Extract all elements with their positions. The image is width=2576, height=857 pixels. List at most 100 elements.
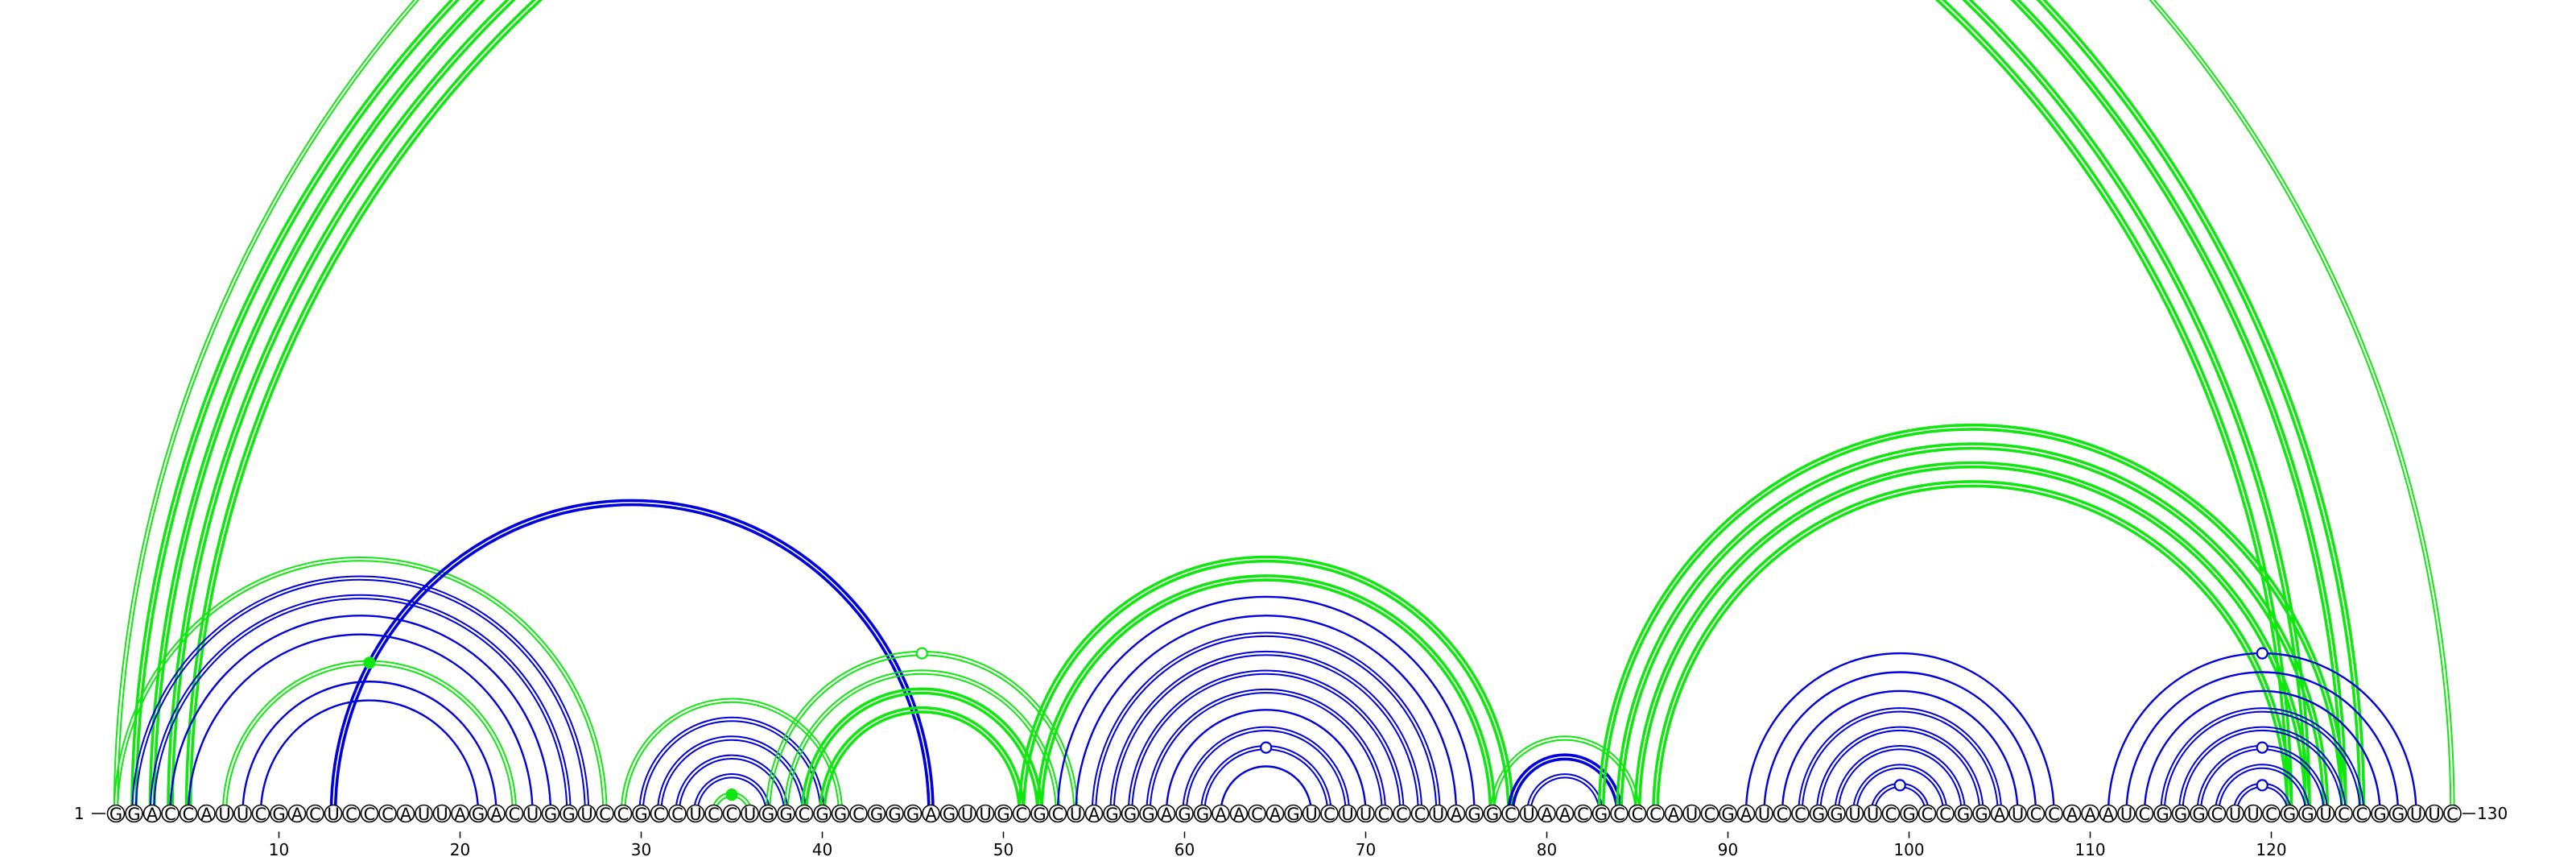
nucleotide-circle	[1465, 804, 1484, 823]
tick-label: 50	[993, 840, 1013, 857]
nucleotide-89: C	[1700, 804, 1719, 824]
nucleotide-circle	[1103, 804, 1121, 823]
nucleotide-letter: G	[109, 805, 122, 824]
nucleotide-letter: C	[1704, 805, 1716, 824]
arc-52-77-stroke-2	[1036, 574, 1496, 814]
nucleotide-letter: C	[708, 805, 720, 824]
end-index-label: 130	[2477, 804, 2508, 823]
nucleotide-100: G	[1900, 804, 1918, 824]
nucleotide-letter: C	[2048, 805, 2060, 824]
nucleotide-63: A	[1229, 804, 1249, 824]
nucleotide-circle	[1501, 804, 1520, 823]
nucleotide-letter: A	[1269, 805, 1282, 824]
nucleotide-letter: G	[472, 805, 485, 824]
arc-54-75-stroke-1	[1075, 615, 1458, 814]
nucleotide-circle	[613, 804, 633, 823]
nucleotide-43: G	[867, 804, 886, 824]
nucleotide-56: G	[1103, 804, 1121, 824]
nucleotide-circle	[1791, 804, 1810, 823]
nucleotide-102: C	[1936, 804, 1955, 824]
arc-33-37	[692, 773, 771, 814]
nucleotide-circle	[559, 804, 578, 823]
nucleotide-letter: A	[147, 805, 159, 824]
nucleotide-11: A	[287, 804, 307, 824]
nucleotide-circle	[867, 804, 886, 823]
nucleotide-95: G	[1809, 804, 1828, 824]
nucleotide-letter: C	[852, 805, 865, 824]
arc-55-74	[1091, 631, 1441, 814]
arc-29-41	[620, 698, 844, 814]
arc-79-83-stroke-1	[1530, 776, 1600, 814]
arc-78-84-stroke-1	[1511, 757, 1619, 814]
arc-1-28-stroke-2	[113, 556, 608, 814]
nucleotide-circle	[2262, 804, 2281, 823]
nucleotide-4: C	[161, 804, 180, 824]
nucleotide-47: G	[939, 804, 959, 824]
nucleotide-letter: U	[418, 805, 430, 824]
nucleotide-circle	[523, 804, 542, 823]
nucleotide-83: G	[1591, 804, 1611, 824]
nucleotide-40: G	[813, 804, 832, 824]
nucleotide-113: C	[2135, 804, 2154, 824]
nucleotide-30: G	[632, 804, 650, 824]
nucleotide-letter: C	[1885, 805, 1897, 824]
nucleotide-letter: A	[1451, 805, 1463, 824]
tick-label: 120	[2256, 840, 2286, 857]
arc-95-104-stroke-1	[1819, 729, 1981, 814]
nucleotide-letter: G	[1830, 805, 1843, 824]
arc-32-38-stroke-2	[675, 754, 789, 814]
arc-5-24	[187, 633, 534, 814]
tick-label: 60	[1174, 840, 1195, 857]
nucleotide-letter: A	[400, 805, 412, 824]
nucleotide-53: C	[1048, 804, 1067, 824]
tick-80: 80	[1537, 831, 1557, 857]
arc-53-76-stroke-1	[1056, 595, 1476, 814]
arc-61-68	[1199, 744, 1332, 814]
arc-114-125-stroke-2	[2160, 707, 2365, 814]
nucleotide-circle	[2298, 804, 2317, 823]
arc-96-103-stroke-1	[1837, 748, 1963, 814]
arc-84-123	[1616, 442, 2330, 814]
nucleotide-1: G	[106, 804, 126, 824]
nucleotide-letter: C	[1794, 805, 1806, 824]
nucleotide-letter: C	[183, 805, 195, 824]
nucleotide-letter: G	[888, 805, 901, 824]
arc-marker-9	[2256, 779, 2268, 792]
nucleotide-circle	[270, 804, 288, 823]
nucleotide-letter: G	[1957, 805, 1970, 824]
arc-62-67	[1220, 765, 1313, 814]
nucleotide-circle	[1646, 804, 1665, 823]
nucleotide-circle	[2135, 804, 2154, 823]
nucleotide-letter: G	[779, 805, 792, 824]
nucleotide-letter: C	[1577, 805, 1589, 824]
nucleotide-circle	[451, 804, 469, 823]
nucleotide-letter: G	[1486, 805, 1499, 824]
nucleotide-letter: C	[617, 805, 630, 824]
nucleotide-128: U	[2407, 804, 2425, 824]
nucleotide-36: U	[741, 804, 759, 824]
nucleotide-letter: A	[1541, 805, 1553, 824]
nucleotide-letter: G	[127, 805, 140, 824]
arc-4-122	[167, 0, 2311, 814]
nucleotide-52: G	[1030, 804, 1049, 824]
nucleotide-letter: C	[1251, 805, 1263, 824]
arc-91-108	[1744, 652, 2055, 814]
arc-97-102-stroke-2	[1852, 764, 1948, 814]
tick-30: 30	[631, 831, 651, 857]
nucleotide-letter: G	[1033, 805, 1046, 824]
arc-1-130	[113, 0, 2455, 814]
nucleotide-48: U	[958, 804, 976, 824]
nucleotide-24: U	[523, 804, 542, 824]
arc-114-125	[2160, 707, 2365, 814]
nucleotide-circle	[2371, 804, 2389, 823]
nucleotide-99: C	[1881, 804, 1901, 824]
nucleotide-circle	[1990, 804, 2009, 823]
nucleotide-50: G	[994, 804, 1013, 824]
nucleotide-46: A	[922, 804, 940, 824]
nucleotide-97: U	[1845, 804, 1864, 824]
arc-92-107-stroke-1	[1763, 671, 2037, 814]
nucleotide-letter: C	[2356, 805, 2368, 824]
nucleotide-letter: C	[364, 805, 376, 824]
arc-57-72-stroke-1	[1131, 673, 1402, 814]
nucleotide-circle	[106, 804, 126, 823]
